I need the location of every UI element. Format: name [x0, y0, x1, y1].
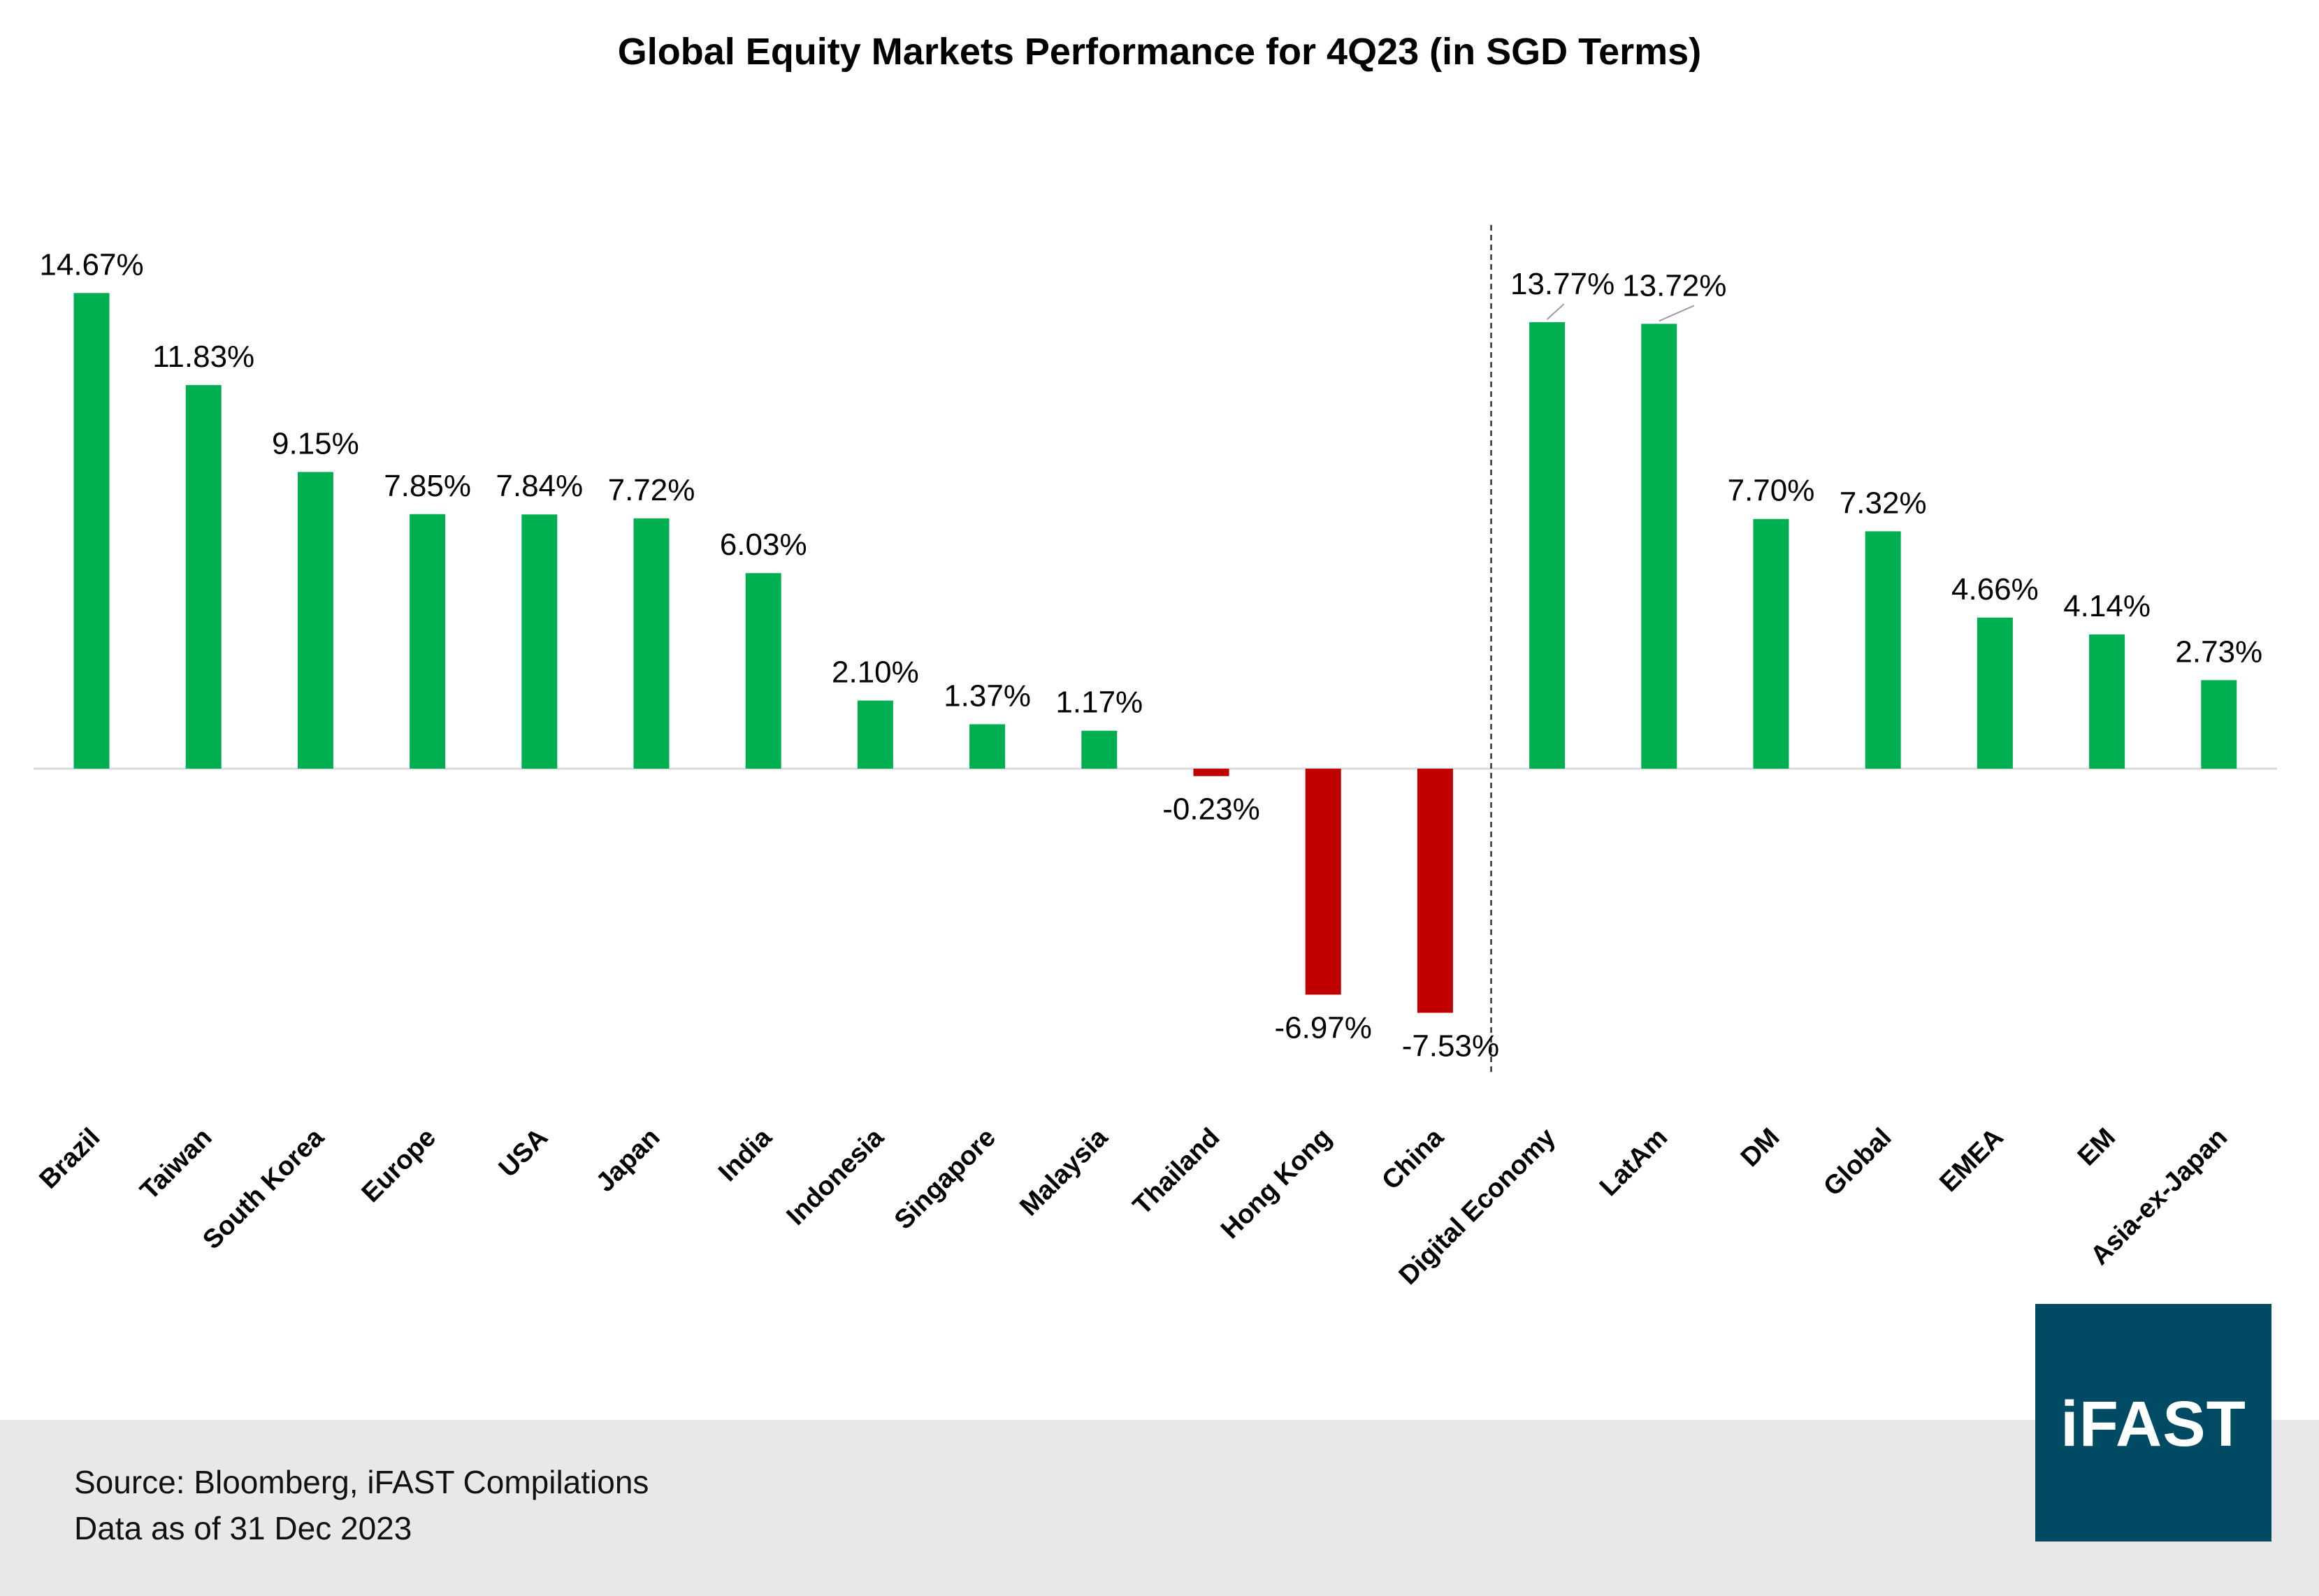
data-label: 14.67%	[39, 247, 143, 282]
data-label: 7.85%	[384, 469, 471, 503]
bar-malaysia	[1081, 730, 1118, 769]
data-label: 7.70%	[1728, 474, 1815, 508]
data-label: 1.17%	[1055, 685, 1143, 720]
category-label: India	[713, 1122, 778, 1187]
data-label: -6.97%	[1274, 1010, 1371, 1045]
category-label: EM	[2072, 1123, 2121, 1172]
bar-latam	[1641, 324, 1677, 769]
category-label: Global	[1818, 1123, 1897, 1202]
chart-title: Global Equity Markets Performance for 4Q…	[618, 31, 1701, 73]
data-label: 2.10%	[832, 655, 919, 690]
category-label: South Korea	[197, 1122, 330, 1255]
category-label: Singapore	[889, 1123, 1002, 1235]
bar-india	[745, 573, 781, 769]
data-label: 6.03%	[720, 528, 807, 562]
data-label: 4.66%	[1951, 572, 2039, 607]
bar-south-korea	[297, 472, 333, 769]
data-label: -7.53%	[1402, 1029, 1499, 1063]
data-label: 9.15%	[272, 426, 359, 460]
bar-indonesia	[857, 700, 893, 769]
footer: Source: Bloomberg, iFAST Compilations Da…	[0, 1420, 2319, 1596]
data-label: 7.32%	[1840, 486, 1927, 520]
data-label: 13.77%	[1510, 267, 1614, 301]
bar-dm	[1753, 518, 1789, 769]
data-label: 13.72%	[1622, 268, 1726, 303]
bar-brazil	[73, 293, 110, 769]
data-date-note: Data as of 31 Dec 2023	[74, 1510, 412, 1546]
ifast-logo: iFAST	[2035, 1304, 2271, 1541]
label-leader-line	[1659, 305, 1695, 322]
data-label: 11.83%	[152, 340, 254, 374]
logo-text: iFAST	[2060, 1388, 2246, 1460]
bar-japan	[633, 518, 670, 769]
bar-thailand	[1193, 769, 1229, 776]
category-label: Brazil	[34, 1123, 106, 1195]
category-label: Hong Kong	[1215, 1123, 1337, 1245]
data-label: 1.37%	[944, 679, 1031, 713]
category-label: EMEA	[1934, 1123, 2009, 1198]
bar-singapore	[969, 724, 1006, 769]
category-label: China	[1376, 1122, 1450, 1196]
data-label: 2.73%	[2175, 634, 2262, 669]
category-label: Japan	[591, 1123, 665, 1198]
data-label: 7.84%	[496, 469, 583, 503]
category-label: Thailand	[1127, 1123, 1225, 1221]
category-label: Malaysia	[1014, 1122, 1113, 1221]
bar-taiwan	[185, 385, 222, 769]
bar-asia-ex-japan	[2201, 680, 2237, 769]
bar-hong-kong	[1305, 769, 1341, 995]
source-note: Source: Bloomberg, iFAST Compilations	[74, 1464, 649, 1500]
bar-usa	[521, 514, 558, 769]
category-label: LatAm	[1594, 1123, 1673, 1202]
label-leader-line	[1546, 303, 1565, 320]
data-label: -0.23%	[1162, 792, 1259, 827]
category-label: Indonesia	[781, 1122, 890, 1231]
bar-china	[1417, 769, 1453, 1013]
category-label: DM	[1735, 1123, 1785, 1173]
bar-emea	[1977, 617, 2013, 769]
bar-digital-economy	[1529, 322, 1566, 769]
bar-europe	[410, 514, 446, 769]
bar-em	[2089, 634, 2125, 769]
bar-global	[1865, 531, 1901, 769]
category-label: USA	[493, 1123, 554, 1183]
category-label: Taiwan	[135, 1123, 218, 1206]
data-label: 7.72%	[608, 473, 695, 507]
data-label: 4.14%	[2063, 589, 2151, 623]
category-label: Europe	[356, 1123, 442, 1208]
